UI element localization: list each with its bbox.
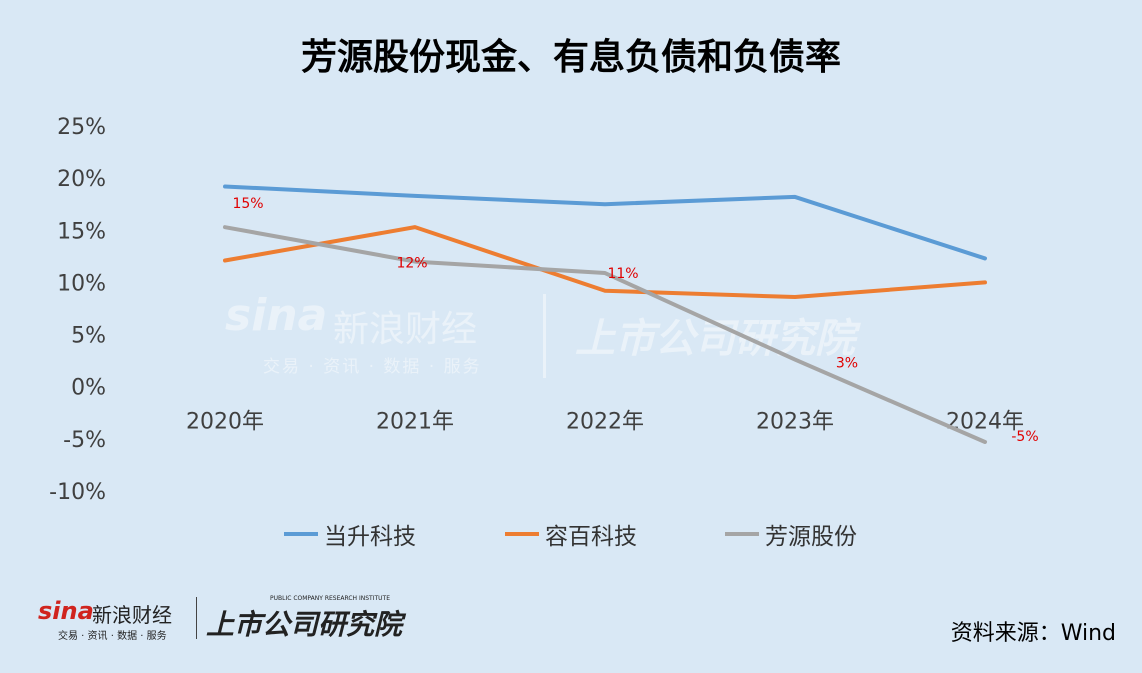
footer-brand: sina xyxy=(38,597,94,625)
y-tick-label: 0% xyxy=(71,376,106,401)
sina-watermark: sina 新浪财经 交易 · 资讯 · 数据 · 服务 上市公司研究院 xyxy=(225,290,925,380)
legend-swatch xyxy=(284,532,318,536)
legend-item: 芳源股份 xyxy=(725,518,857,550)
data-label: 11% xyxy=(607,266,638,282)
y-tick-label: -5% xyxy=(63,428,106,453)
y-tick-label: 10% xyxy=(57,271,106,296)
y-tick-label: 15% xyxy=(57,219,106,244)
watermark-brand: sina xyxy=(225,290,328,341)
x-tick-label: 2022年 xyxy=(566,410,644,435)
footer-institute: 上市公司研究院 xyxy=(206,608,403,641)
x-tick-label: 2023年 xyxy=(756,410,834,435)
legend-label: 容百科技 xyxy=(545,524,637,550)
watermark-brand-cn: 新浪财经 xyxy=(333,309,478,350)
series-line-容百科技 xyxy=(223,225,987,300)
x-tick-label: 2020年 xyxy=(186,410,264,435)
footer-tagline: PUBLIC COMPANY RESEARCH INSTITUTE xyxy=(270,595,390,602)
data-source: 资料来源：Wind xyxy=(950,621,1116,646)
footer-brand-cn: 新浪财经 xyxy=(92,603,172,627)
footer-logo: sina 新浪财经 交易 · 资讯 · 数据 · 服务 PUBLIC COMPA… xyxy=(38,595,408,643)
legend: 当升科技 容百科技 芳源股份 xyxy=(0,518,1142,550)
x-axis: 2020年 2021年 2022年 2023年 2024年 xyxy=(186,410,1024,435)
y-tick-label: 25% xyxy=(57,115,106,140)
legend-swatch xyxy=(505,532,539,536)
footer-divider xyxy=(196,597,197,639)
data-label: 12% xyxy=(396,256,427,272)
watermark-subtitle: 交易 · 资讯 · 数据 · 服务 xyxy=(263,357,482,377)
chart-title: 芳源股份现金、有息负债和负债率 xyxy=(300,37,841,78)
legend-swatch xyxy=(725,532,759,536)
footer-subtitle: 交易 · 资讯 · 数据 · 服务 xyxy=(58,631,167,642)
data-labels: 15% 12% 11% 3% -5% xyxy=(232,196,1038,445)
y-tick-label: 20% xyxy=(57,167,106,192)
series-lines xyxy=(223,184,987,444)
legend-item: 当升科技 xyxy=(284,518,416,550)
series-line-当升科技 xyxy=(223,184,987,261)
y-axis: 25% 20% 15% 10% 5% 0% -5% -10% xyxy=(49,115,106,505)
legend-label: 当升科技 xyxy=(324,524,416,550)
series-line-芳源股份 xyxy=(223,225,987,444)
legend-item: 容百科技 xyxy=(505,518,637,550)
y-tick-label: 5% xyxy=(71,324,106,349)
legend-label: 芳源股份 xyxy=(765,524,857,550)
data-label: 3% xyxy=(836,356,858,372)
y-tick-label: -10% xyxy=(49,480,106,505)
data-label: 15% xyxy=(232,196,263,212)
data-label: -5% xyxy=(1011,429,1038,445)
watermark-divider xyxy=(543,294,546,378)
x-tick-label: 2021年 xyxy=(376,410,454,435)
